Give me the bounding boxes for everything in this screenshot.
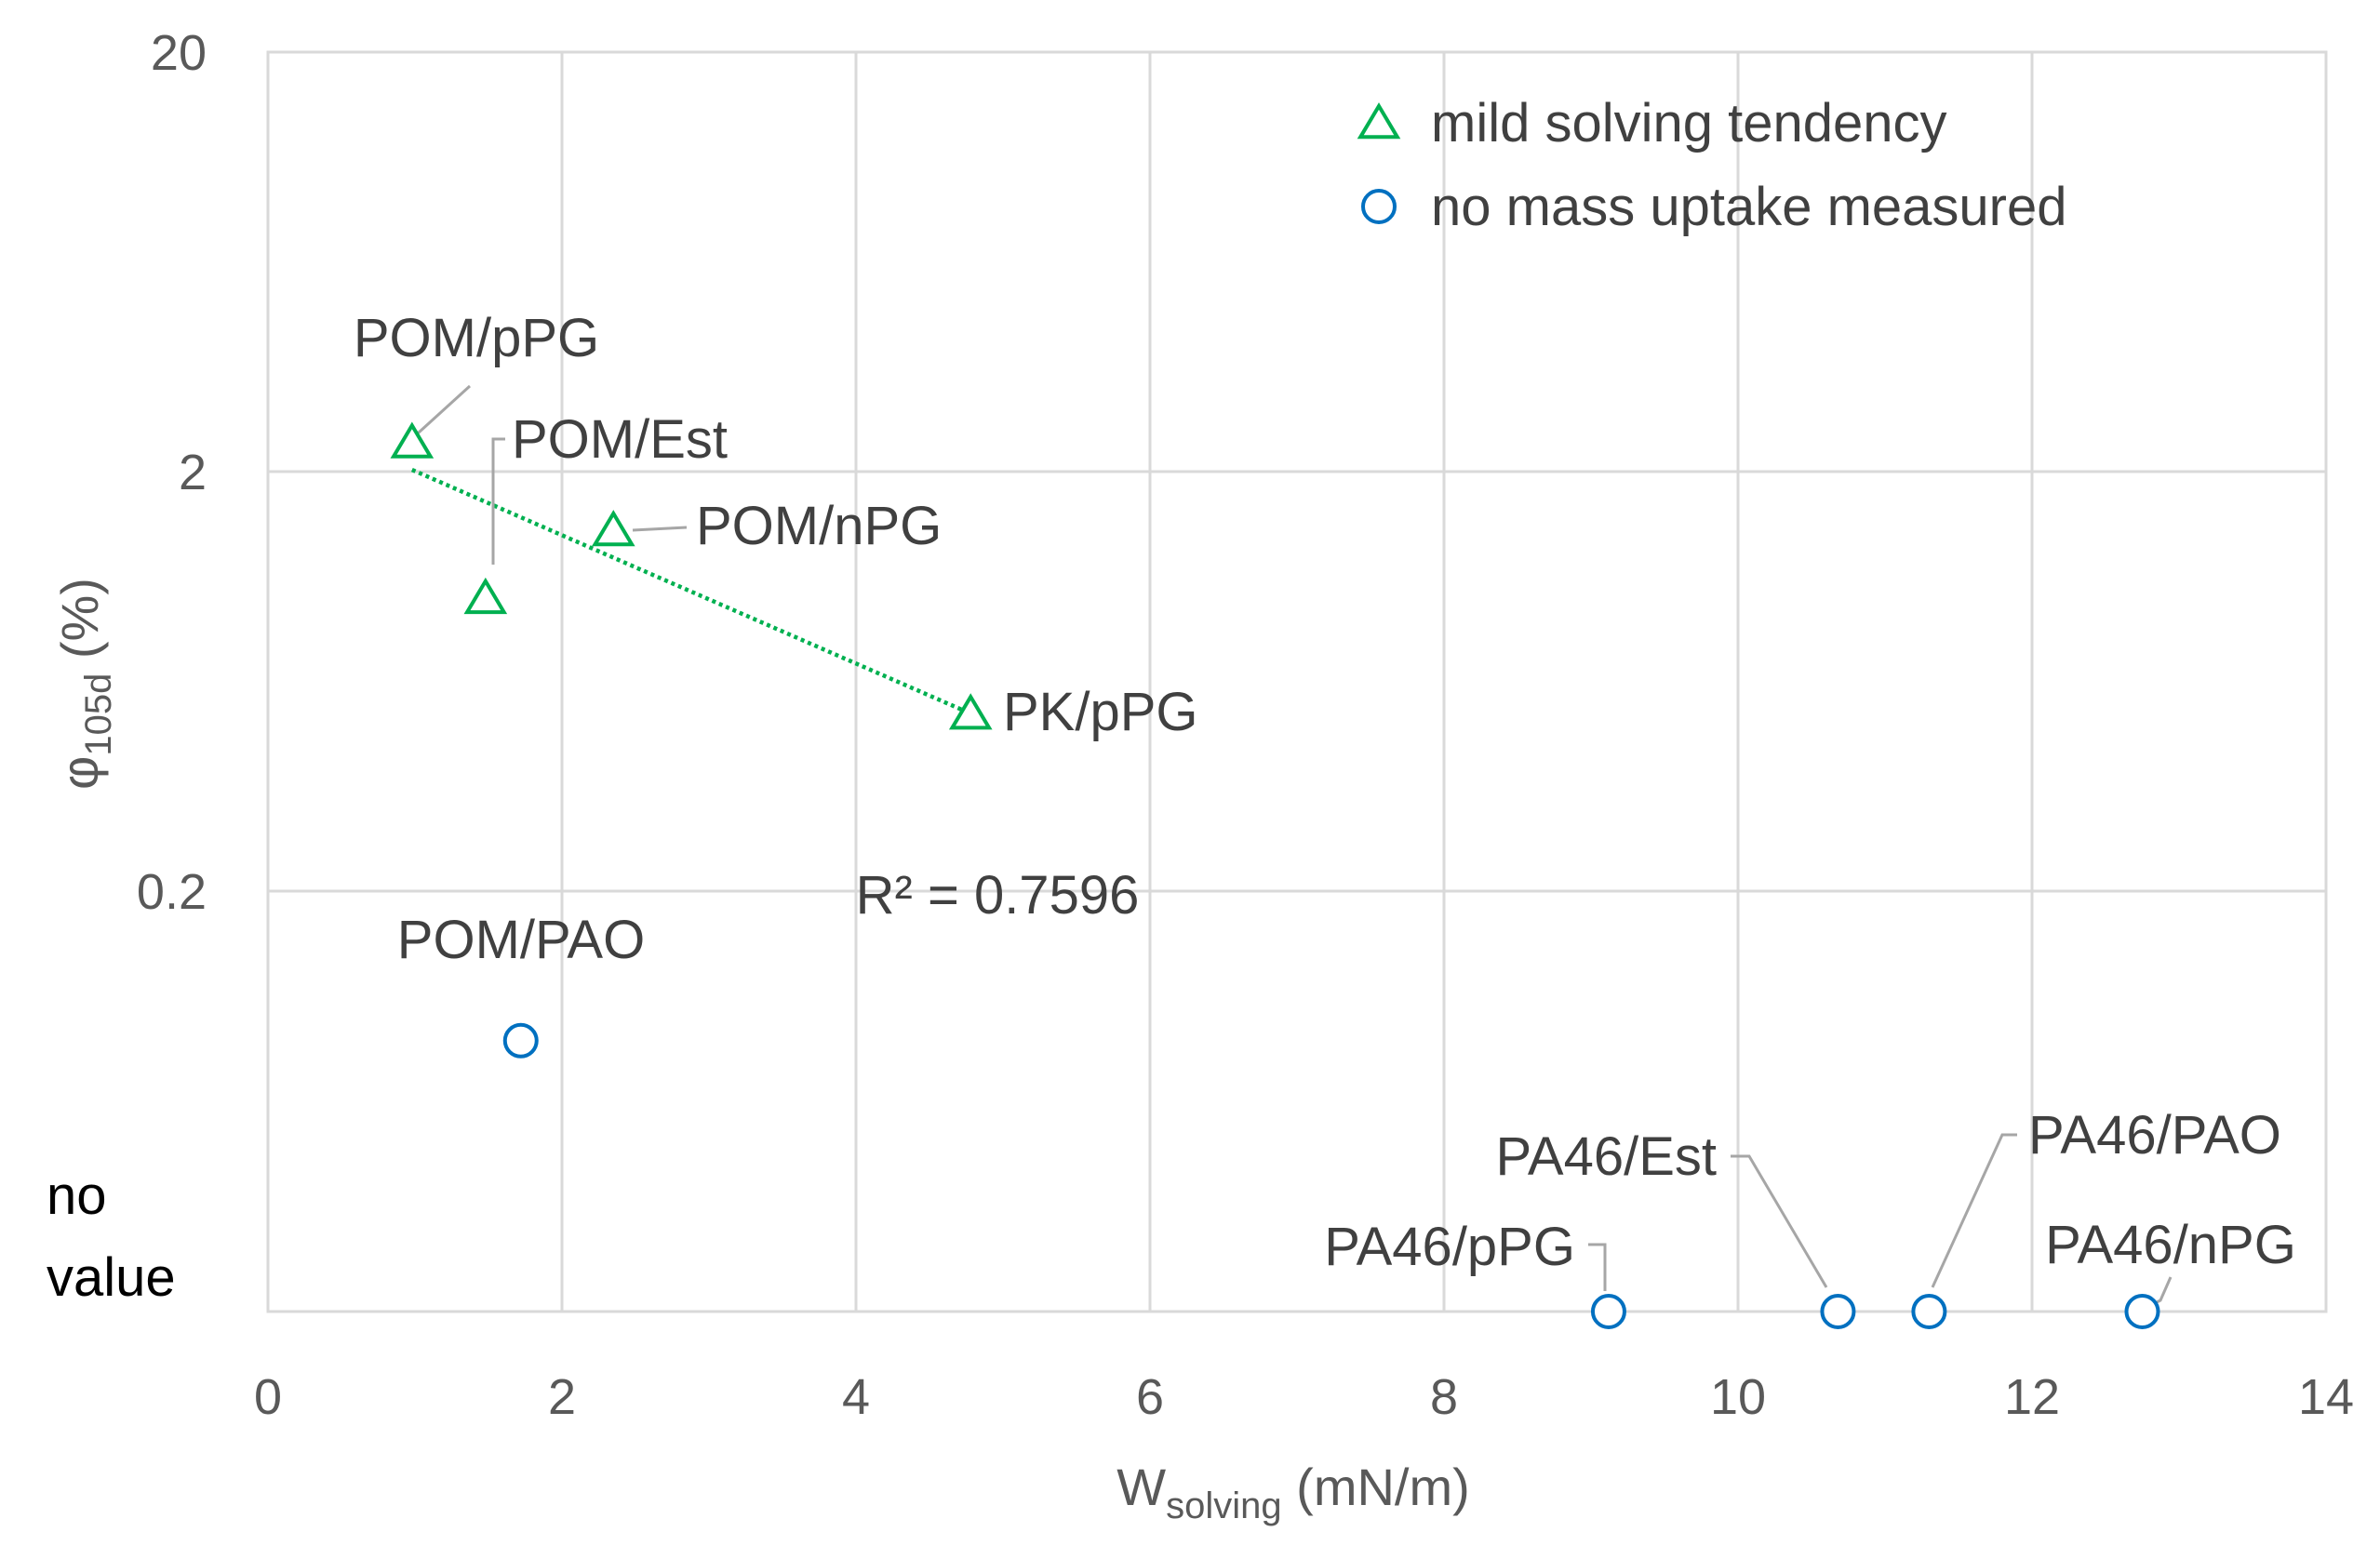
point-pom-ppg (390, 421, 435, 459)
point-pom-est (463, 577, 508, 615)
label-pom-npg: POM/nPG (696, 496, 942, 556)
x-tick-label: 6 (1136, 1369, 1164, 1425)
legend-marker-circle (1361, 189, 1397, 224)
y-tick-label: 0.2 (137, 864, 207, 920)
label-pom-est: POM/Est (512, 409, 728, 470)
axis-ticks: 0 2 4 6 8 10 12 14 0.2 2 20 (137, 25, 2354, 1425)
point-pa46-npg (2124, 1294, 2160, 1329)
r-squared-label: R² = 0.7596 (856, 865, 1140, 926)
label-pa46-pao: PA46/PAO (2028, 1105, 2281, 1165)
y-axis-title: φ105d (%) (50, 578, 119, 790)
legend-entry-no-mass-uptake-measured: no mass uptake measured (1431, 177, 2066, 237)
point-pa46-ppg (1590, 1294, 1626, 1329)
x-axis-title: Wsolving (mN/m) (1116, 1458, 1470, 1526)
gridlines (266, 50, 2328, 1312)
label-pom-ppg: POM/pPG (354, 308, 599, 368)
label-pom-pao: POM/PAO (397, 910, 645, 970)
plot-area (266, 50, 2328, 1313)
data-marks (390, 421, 2160, 1329)
legend-marker-triangle (1357, 102, 1401, 140)
leader-pa46-ppg (1588, 1243, 1607, 1291)
label-leader-lines (411, 384, 2173, 1307)
point-pa46-pao (1911, 1294, 1947, 1329)
no-value-label: no value (47, 1165, 176, 1308)
point-pk-ppg (948, 693, 993, 730)
label-pa46-ppg: PA46/pPG (1324, 1217, 1575, 1277)
x-tick-label: 4 (842, 1369, 870, 1425)
point-pom-npg (591, 510, 635, 547)
leader-pa46-est (1731, 1154, 1828, 1288)
label-pa46-npg: PA46/nPG (2045, 1215, 2296, 1275)
trendline-group (410, 467, 972, 716)
label-pk-ppg: PK/pPG (1003, 682, 1198, 742)
x-tick-label: 2 (548, 1369, 576, 1425)
legend-entry-mild-solving-tendency: mild solving tendency (1431, 93, 1947, 153)
leader-pom-ppg (411, 384, 472, 436)
point-pa46-est (1820, 1294, 1856, 1329)
label-pa46-est: PA46/Est (1496, 1126, 1718, 1187)
y-tick-label: 2 (179, 445, 207, 500)
point-pom-pao (502, 1022, 539, 1059)
x-tick-label: 10 (1710, 1369, 1766, 1425)
legend: mild solving tendency no mass uptake meas… (1357, 93, 2066, 237)
leader-pom-est (491, 437, 505, 565)
trendline (410, 467, 972, 716)
x-tick-label: 14 (2298, 1369, 2354, 1425)
x-tick-label: 8 (1430, 1369, 1458, 1425)
leader-pom-npg (632, 526, 688, 532)
leader-pa46-pao (1931, 1133, 2017, 1288)
y-tick-label: 20 (151, 25, 207, 81)
point-labels: POM/pPG POM/Est POM/nPG PK/pPG POM/PAO PA46/p… (354, 308, 2296, 1277)
x-tick-label: 12 (2004, 1369, 2060, 1425)
x-tick-label: 0 (254, 1369, 282, 1425)
